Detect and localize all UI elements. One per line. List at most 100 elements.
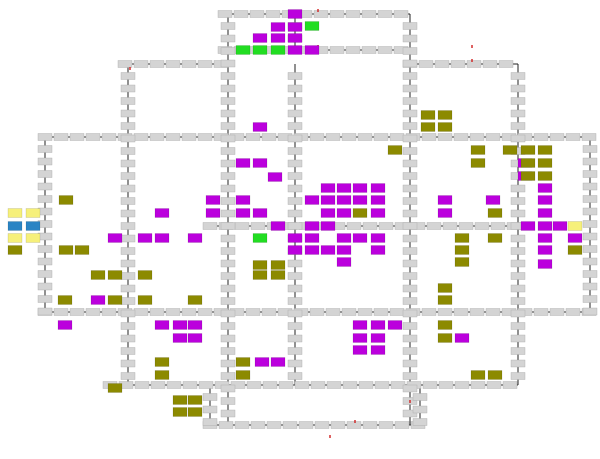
corridor-node[interactable] [565, 308, 581, 316]
olive-node[interactable] [57, 295, 73, 305]
corridor-node[interactable] [266, 421, 282, 429]
corridor-node[interactable] [510, 372, 526, 380]
corridor-node[interactable] [402, 284, 418, 293]
corridor-node[interactable] [510, 272, 526, 280]
corridor-node[interactable] [453, 133, 469, 141]
corridor-node[interactable] [581, 133, 597, 141]
corridor-node[interactable] [220, 284, 236, 293]
purple-node[interactable] [304, 233, 320, 243]
corridor-node[interactable] [346, 421, 362, 429]
corridor-node[interactable] [120, 184, 136, 193]
olive-node[interactable] [107, 295, 123, 305]
olive-node[interactable] [470, 370, 486, 380]
purple-node[interactable] [154, 208, 170, 218]
corridor-node[interactable] [150, 381, 166, 389]
olive-node[interactable] [270, 260, 286, 270]
corridor-node[interactable] [357, 308, 373, 316]
olive-node[interactable] [454, 257, 470, 267]
corridor-node[interactable] [120, 122, 136, 130]
corridor-node[interactable] [510, 334, 526, 343]
corridor-node[interactable] [220, 359, 236, 368]
corridor-node[interactable] [437, 133, 453, 141]
corridor-node[interactable] [181, 308, 197, 316]
purple-node[interactable] [205, 195, 221, 205]
purple-node[interactable] [287, 33, 303, 43]
corridor-node[interactable] [402, 309, 418, 318]
corridor-node[interactable] [220, 272, 236, 280]
corridor-node[interactable] [37, 133, 53, 141]
corridor-node[interactable] [582, 295, 598, 303]
purple-node[interactable] [537, 195, 553, 205]
olive-node[interactable] [154, 370, 170, 380]
purple-node[interactable] [107, 233, 123, 243]
corridor-node[interactable] [278, 381, 294, 389]
purple-node[interactable] [304, 45, 320, 55]
corridor-node[interactable] [249, 10, 265, 18]
purple-node[interactable] [252, 158, 268, 168]
purple-node[interactable] [320, 183, 336, 193]
corridor-node[interactable] [287, 109, 303, 118]
corridor-node[interactable] [287, 197, 303, 205]
corridor-node[interactable] [309, 308, 325, 316]
purple-node[interactable] [336, 233, 352, 243]
olive-node[interactable] [470, 158, 486, 168]
corridor-node[interactable] [582, 145, 598, 153]
corridor-node[interactable] [402, 97, 418, 105]
corridor-node[interactable] [287, 159, 303, 168]
corridor-node[interactable] [402, 384, 418, 393]
purple-node[interactable] [320, 245, 336, 255]
corridor-node[interactable] [582, 270, 598, 278]
olive-node[interactable] [137, 270, 153, 280]
corridor-node[interactable] [69, 308, 85, 316]
corridor-node[interactable] [402, 172, 418, 180]
purple-node[interactable] [252, 122, 268, 132]
corridor-node[interactable] [470, 381, 486, 389]
purple-node[interactable] [370, 333, 386, 343]
corridor-node[interactable] [37, 145, 53, 153]
corridor-node[interactable] [220, 197, 236, 205]
corridor-node[interactable] [437, 308, 453, 316]
corridor-node[interactable] [287, 147, 303, 155]
corridor-node[interactable] [120, 72, 136, 80]
corridor-node[interactable] [120, 159, 136, 168]
purple-node[interactable] [336, 195, 352, 205]
olive-node[interactable] [235, 357, 251, 367]
corridor-node[interactable] [287, 122, 303, 130]
olive-node[interactable] [437, 320, 453, 330]
green-node[interactable] [252, 45, 268, 55]
corridor-node[interactable] [402, 222, 418, 230]
corridor-node[interactable] [402, 59, 418, 68]
green-node[interactable] [252, 233, 268, 243]
corridor-node[interactable] [374, 381, 390, 389]
blue-node[interactable] [25, 221, 41, 231]
corridor-node[interactable] [549, 308, 565, 316]
purple-node[interactable] [235, 208, 251, 218]
corridor-node[interactable] [220, 109, 236, 118]
corridor-node[interactable] [402, 72, 418, 80]
corridor-node[interactable] [341, 308, 357, 316]
corridor-node[interactable] [362, 222, 378, 230]
purple-node[interactable] [187, 233, 203, 243]
corridor-node[interactable] [314, 421, 330, 429]
yellow-node[interactable] [25, 208, 41, 218]
corridor-node[interactable] [346, 222, 362, 230]
corridor-node[interactable] [533, 133, 549, 141]
corridor-node[interactable] [133, 133, 149, 141]
corridor-node[interactable] [490, 222, 506, 230]
olive-node[interactable] [137, 295, 153, 305]
corridor-node[interactable] [220, 122, 236, 130]
corridor-node[interactable] [220, 384, 236, 393]
corridor-node[interactable] [582, 182, 598, 191]
purple-node[interactable] [270, 357, 286, 367]
corridor-node[interactable] [402, 84, 418, 93]
corridor-node[interactable] [402, 259, 418, 268]
olive-node[interactable] [187, 407, 203, 417]
corridor-node[interactable] [37, 157, 53, 166]
corridor-node[interactable] [37, 245, 53, 253]
corridor-node[interactable] [282, 421, 298, 429]
corridor-node[interactable] [453, 308, 469, 316]
corridor-node[interactable] [250, 222, 266, 230]
corridor-node[interactable] [362, 421, 378, 429]
purple-node[interactable] [270, 221, 286, 231]
corridor-node[interactable] [287, 72, 303, 80]
